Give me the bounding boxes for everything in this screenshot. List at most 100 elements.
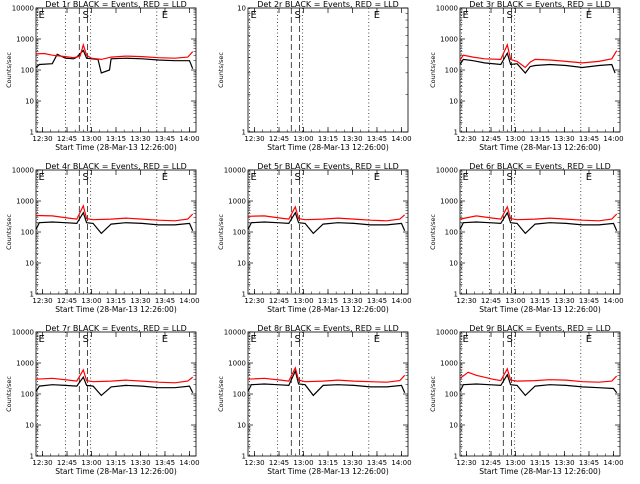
detector-panel: Det 8r BLACK = Events, RED = LLD 1 10 100 10…	[217, 324, 412, 476]
interval-marker-label: E	[586, 10, 592, 21]
interval-marker-label: E	[250, 10, 256, 21]
y-tick-label: 10000	[224, 167, 246, 175]
x-tick-label: 12:30	[244, 135, 264, 143]
y-tick-label: 10	[237, 5, 246, 13]
detector-panel: Det 7r BLACK = Events, RED = LLD 1 10 100 10…	[5, 324, 200, 476]
y-tick-label: 1000	[228, 360, 246, 368]
detector-panel: Det 3r BLACK = Events, RED = LLD 1 10 100 10…	[429, 0, 624, 152]
interval-marker-label: E	[250, 334, 256, 345]
x-tick-label: 14:00	[391, 297, 411, 305]
y-tick-label: 10	[237, 260, 246, 268]
x-tick-label: 12:30	[244, 459, 264, 467]
interval-marker-label: S	[507, 172, 513, 183]
x-tick-label: 12:45	[269, 135, 289, 143]
x-tick-label: 13:30	[130, 297, 150, 305]
x-tick-label: 13:30	[554, 297, 574, 305]
y-tick-label: 10	[449, 422, 458, 430]
y-tick-label: 10	[25, 260, 34, 268]
x-tick-label: 12:45	[481, 459, 501, 467]
interval-marker-label: E	[162, 10, 168, 21]
x-tick-label: 14:00	[603, 459, 623, 467]
x-tick-label: 14:00	[179, 297, 199, 305]
y-tick-label: 100	[21, 229, 34, 237]
y-tick-label: 10000	[12, 5, 34, 13]
x-tick-label: 13:15	[530, 135, 550, 143]
x-tick-label: 13:15	[318, 135, 338, 143]
y-tick-label: 1000	[16, 198, 34, 206]
x-tick-label: 13:30	[130, 459, 150, 467]
y-tick-label: 1	[454, 453, 458, 461]
y-tick-label: 1000	[16, 360, 34, 368]
x-tick-label: 13:00	[505, 135, 525, 143]
x-tick-label: 14:00	[603, 297, 623, 305]
interval-marker-label: E	[462, 10, 468, 21]
y-tick-label: 1000	[440, 198, 458, 206]
lld-series-line	[35, 368, 194, 384]
interval-marker-label: E	[38, 334, 44, 345]
plot-frame	[35, 331, 197, 457]
interval-marker-label: E	[38, 172, 44, 183]
plot-frame	[35, 7, 197, 133]
plot-frame	[247, 7, 409, 133]
x-axis-title: Start Time (28-Mar-13 12:26:00)	[55, 305, 177, 314]
y-tick-label: 1	[30, 453, 34, 461]
panel-title: Det 5r BLACK = Events, RED = LLD	[257, 162, 399, 171]
y-axis-title: Counts/sec	[217, 376, 225, 412]
x-tick-label: 13:15	[106, 297, 126, 305]
x-tick-label: 12:45	[269, 459, 289, 467]
interval-marker-label: S	[295, 334, 301, 345]
interval-marker-label: E	[586, 172, 592, 183]
x-tick-label: 13:45	[367, 297, 387, 305]
x-tick-label: 14:00	[179, 459, 199, 467]
y-tick-label: 1	[30, 129, 34, 137]
detector-panel: Det 6r BLACK = Events, RED = LLD 1 10 100 10…	[429, 162, 624, 314]
y-tick-label: 100	[21, 67, 34, 75]
detector-panel: Det 4r BLACK = Events, RED = LLD 1 10 100 10…	[5, 162, 200, 314]
x-axis-title: Start Time (28-Mar-13 12:26:00)	[267, 305, 389, 314]
detector-panel: Det 5r BLACK = Events, RED = LLD 1 10 100 10…	[217, 162, 412, 314]
lld-series-line	[247, 366, 406, 383]
x-axis-title: Start Time (28-Mar-13 12:26:00)	[55, 143, 177, 152]
interval-marker-label: S	[83, 334, 89, 345]
x-tick-label: 13:45	[579, 297, 599, 305]
interval-marker-label: E	[374, 334, 380, 345]
interval-marker-label: E	[162, 334, 168, 345]
y-axis-title: Counts/sec	[429, 376, 437, 412]
x-tick-label: 13:30	[342, 135, 362, 143]
y-tick-label: 10	[449, 98, 458, 106]
x-tick-label: 13:45	[155, 459, 175, 467]
events-series-line	[247, 211, 406, 235]
panel-title: Det 6r BLACK = Events, RED = LLD	[469, 162, 611, 171]
y-tick-label: 10	[449, 260, 458, 268]
panel-title: Det 2r BLACK = Events, RED = LLD	[257, 0, 399, 9]
interval-marker-label: E	[374, 172, 380, 183]
x-tick-label: 13:45	[579, 459, 599, 467]
interval-marker-label: E	[162, 172, 168, 183]
plot-frame	[459, 7, 621, 133]
events-series-line	[35, 211, 194, 235]
events-series-line	[459, 211, 618, 235]
x-tick-label: 13:45	[155, 297, 175, 305]
x-tick-label: 13:00	[293, 459, 313, 467]
y-tick-label: 10000	[224, 329, 246, 337]
y-tick-label: 100	[233, 391, 246, 399]
y-tick-label: 1	[242, 453, 246, 461]
x-tick-label: 13:00	[81, 135, 101, 143]
x-tick-label: 12:30	[32, 459, 52, 467]
plot-frame	[459, 331, 621, 457]
y-tick-label: 10	[237, 422, 246, 430]
interval-marker-label: S	[295, 10, 301, 21]
x-tick-label: 14:00	[391, 459, 411, 467]
y-axis-title: Counts/sec	[217, 214, 225, 250]
detector-panel: Det 1r BLACK = Events, RED = LLD 1 10 100 10…	[5, 0, 200, 152]
x-tick-label: 12:30	[32, 297, 52, 305]
y-tick-label: 1	[454, 129, 458, 137]
x-tick-label: 12:30	[456, 459, 476, 467]
interval-marker-label: E	[38, 10, 44, 21]
x-tick-label: 12:30	[244, 297, 264, 305]
x-tick-label: 13:15	[106, 459, 126, 467]
x-tick-label: 13:30	[554, 135, 574, 143]
y-tick-label: 1	[454, 291, 458, 299]
